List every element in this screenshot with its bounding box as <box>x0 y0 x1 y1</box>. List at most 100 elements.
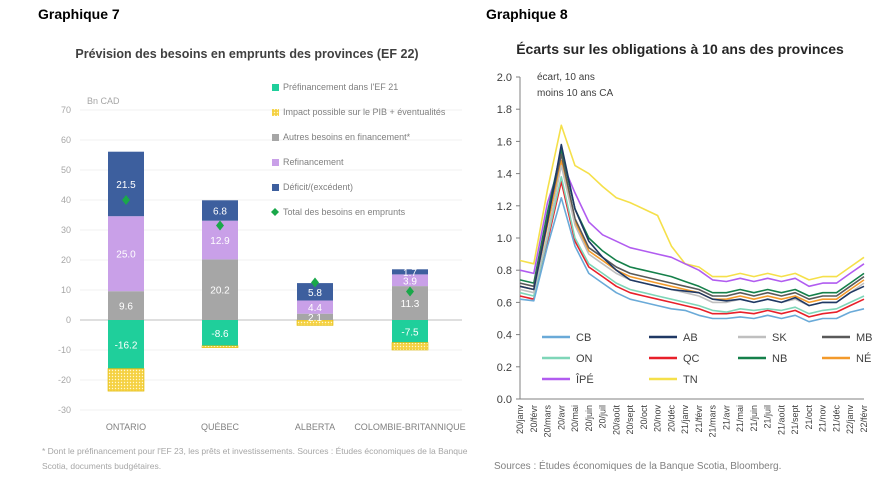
bar-value-label: -7.5 <box>401 327 419 338</box>
legend-marker <box>271 208 279 216</box>
y-tick-label: 10 <box>61 285 71 295</box>
x-tick-label: 21/juil <box>763 405 773 429</box>
x-category-label: ONTARIO <box>106 422 146 432</box>
y-tick-label: 0.8 <box>497 265 512 277</box>
x-tick-label: 20/sept <box>625 405 635 435</box>
total-markers <box>122 195 414 297</box>
y-tick-label: 0.0 <box>497 394 512 406</box>
legend-label: TN <box>683 374 698 386</box>
bar-segment <box>392 320 428 343</box>
series-line <box>519 159 865 288</box>
x-axis-dates: 20/janv 20/févr 20/mars 20/avr 20/mai 20/juin… <box>515 405 869 438</box>
bar-segment <box>108 151 144 217</box>
x-tick-label: 20/mai <box>570 405 580 432</box>
y-axis-ticks: 2.0 1.8 1.6 1.4 1.2 1.0 0.8 0.6 0.4 0.2 0.0 <box>497 72 520 406</box>
x-tick-label: 20/août <box>611 405 621 436</box>
y-tick-label: -30 <box>58 405 71 415</box>
total-marker <box>216 220 224 231</box>
y-tick-label: 70 <box>61 105 71 115</box>
bar-value-label: 20.2 <box>210 286 230 297</box>
right-panel-label: Graphique 8 <box>486 6 568 22</box>
y-tick-label: 0 <box>66 315 71 325</box>
x-tick-label: 20/nov <box>653 405 663 433</box>
y-tick-label: -20 <box>58 375 71 385</box>
total-marker <box>311 277 319 288</box>
y-tick-label: 1.4 <box>497 169 512 181</box>
legend: CB AB SK MB ON QC NB NÉ ÎPÉ TN <box>542 332 873 386</box>
x-tick-label: 20/avr <box>556 405 566 430</box>
y-tick-label: 60 <box>61 135 71 145</box>
source-note: Sources : Études économiques de la Banqu… <box>494 459 781 472</box>
x-category-label: QUÉBEC <box>201 422 240 432</box>
total-marker <box>406 286 414 297</box>
x-tick-label: 22/févr <box>859 405 869 433</box>
bar-segment <box>392 269 428 275</box>
legend-label: Total des besoins en emprunts <box>283 207 406 217</box>
bar-segment <box>108 216 144 292</box>
x-tick-label: 21/janv <box>680 405 690 435</box>
legend-label: ÎPÉ <box>575 373 594 386</box>
legend: Préfinancement dans l'EF 21 Impact possib… <box>271 82 446 217</box>
footnote: * Dont le préfinancement pour l'EF 23, l… <box>42 446 468 456</box>
y-tick-label: 30 <box>61 225 71 235</box>
y-tick-label: 20 <box>61 255 71 265</box>
legend-label: Autres besoins en financement* <box>283 132 411 142</box>
x-tick-label: 20/févr <box>529 405 539 433</box>
legend-label: Refinancement <box>283 157 344 167</box>
bar-value-label: -16.2 <box>115 340 138 351</box>
legend-swatch <box>272 184 279 191</box>
y-tick-label: 0.6 <box>497 297 512 309</box>
y-axis-label: écart, 10 ans <box>537 72 595 83</box>
series-line <box>519 124 865 281</box>
y-tick-label: 1.0 <box>497 233 512 245</box>
y-tick-label: -10 <box>58 345 71 355</box>
bar-value-label: 4.4 <box>308 303 322 314</box>
bar-value-label: 21.5 <box>116 180 136 191</box>
y-tick-label: 1.6 <box>497 136 512 148</box>
bar-segment <box>297 283 333 301</box>
x-tick-label: 20/juil <box>598 405 608 429</box>
series-lines <box>519 124 865 323</box>
x-tick-label: 21/avr <box>721 405 731 430</box>
x-tick-label: 20/déc <box>666 405 676 433</box>
y-tick-label: 50 <box>61 165 71 175</box>
bar-value-label: 12.9 <box>210 236 230 247</box>
bar-segment <box>108 291 144 320</box>
x-tick-label: 21/juin <box>749 405 759 432</box>
x-axis-categories: ONTARIO QUÉBEC ALBERTA COLOMBIE-BRITANNIQUE <box>106 422 466 432</box>
legend-label: MB <box>856 332 873 344</box>
legend-label: NÉ <box>856 352 871 365</box>
x-tick-label: 21/févr <box>694 405 704 433</box>
legend-label: NB <box>772 353 787 365</box>
x-tick-label: 21/déc <box>831 405 841 433</box>
bar-value-label: 1.7 <box>403 268 417 279</box>
legend-label: CB <box>576 332 591 344</box>
x-tick-label: 20/mars <box>543 405 553 438</box>
bar-value-label: -8.6 <box>211 329 229 340</box>
bars <box>107 151 429 392</box>
bar-value-label: 5.8 <box>308 288 322 299</box>
series-line <box>519 176 865 315</box>
x-tick-label: 21/oct <box>804 405 814 430</box>
legend-swatch <box>272 159 279 166</box>
legend-label: SK <box>772 332 787 344</box>
borrowing-needs-bar-chart: Prévision des besoins en emprunts des pr… <box>42 47 468 471</box>
bar-segment <box>202 320 238 346</box>
y-tick-label: 2.0 <box>497 72 512 84</box>
legend-swatch <box>272 109 279 116</box>
x-tick-label: 21/sept <box>790 405 800 435</box>
bar-value-label: 6.8 <box>213 207 227 218</box>
bar-value-labels: -16.2 9.6 25.0 21.5 -8.6 20.2 12.9 6.8 2.14.4 5.8… <box>115 180 420 351</box>
y-tick-label: 1.8 <box>497 104 512 116</box>
x-tick-label: 20/juin <box>584 405 594 432</box>
y-tick-label: 40 <box>61 195 71 205</box>
legend-swatch <box>272 134 279 141</box>
y-tick-label: 0.4 <box>497 330 512 342</box>
bar-segment <box>392 274 428 287</box>
legend-label: Déficit/(excédent) <box>283 182 353 192</box>
x-tick-label: 22/janv <box>845 405 855 435</box>
bar-value-label: 11.3 <box>401 299 420 310</box>
y-axis-ticks: 70 60 50 40 30 20 10 0 -10 -20 -30 <box>58 105 71 415</box>
series-line <box>519 197 865 323</box>
